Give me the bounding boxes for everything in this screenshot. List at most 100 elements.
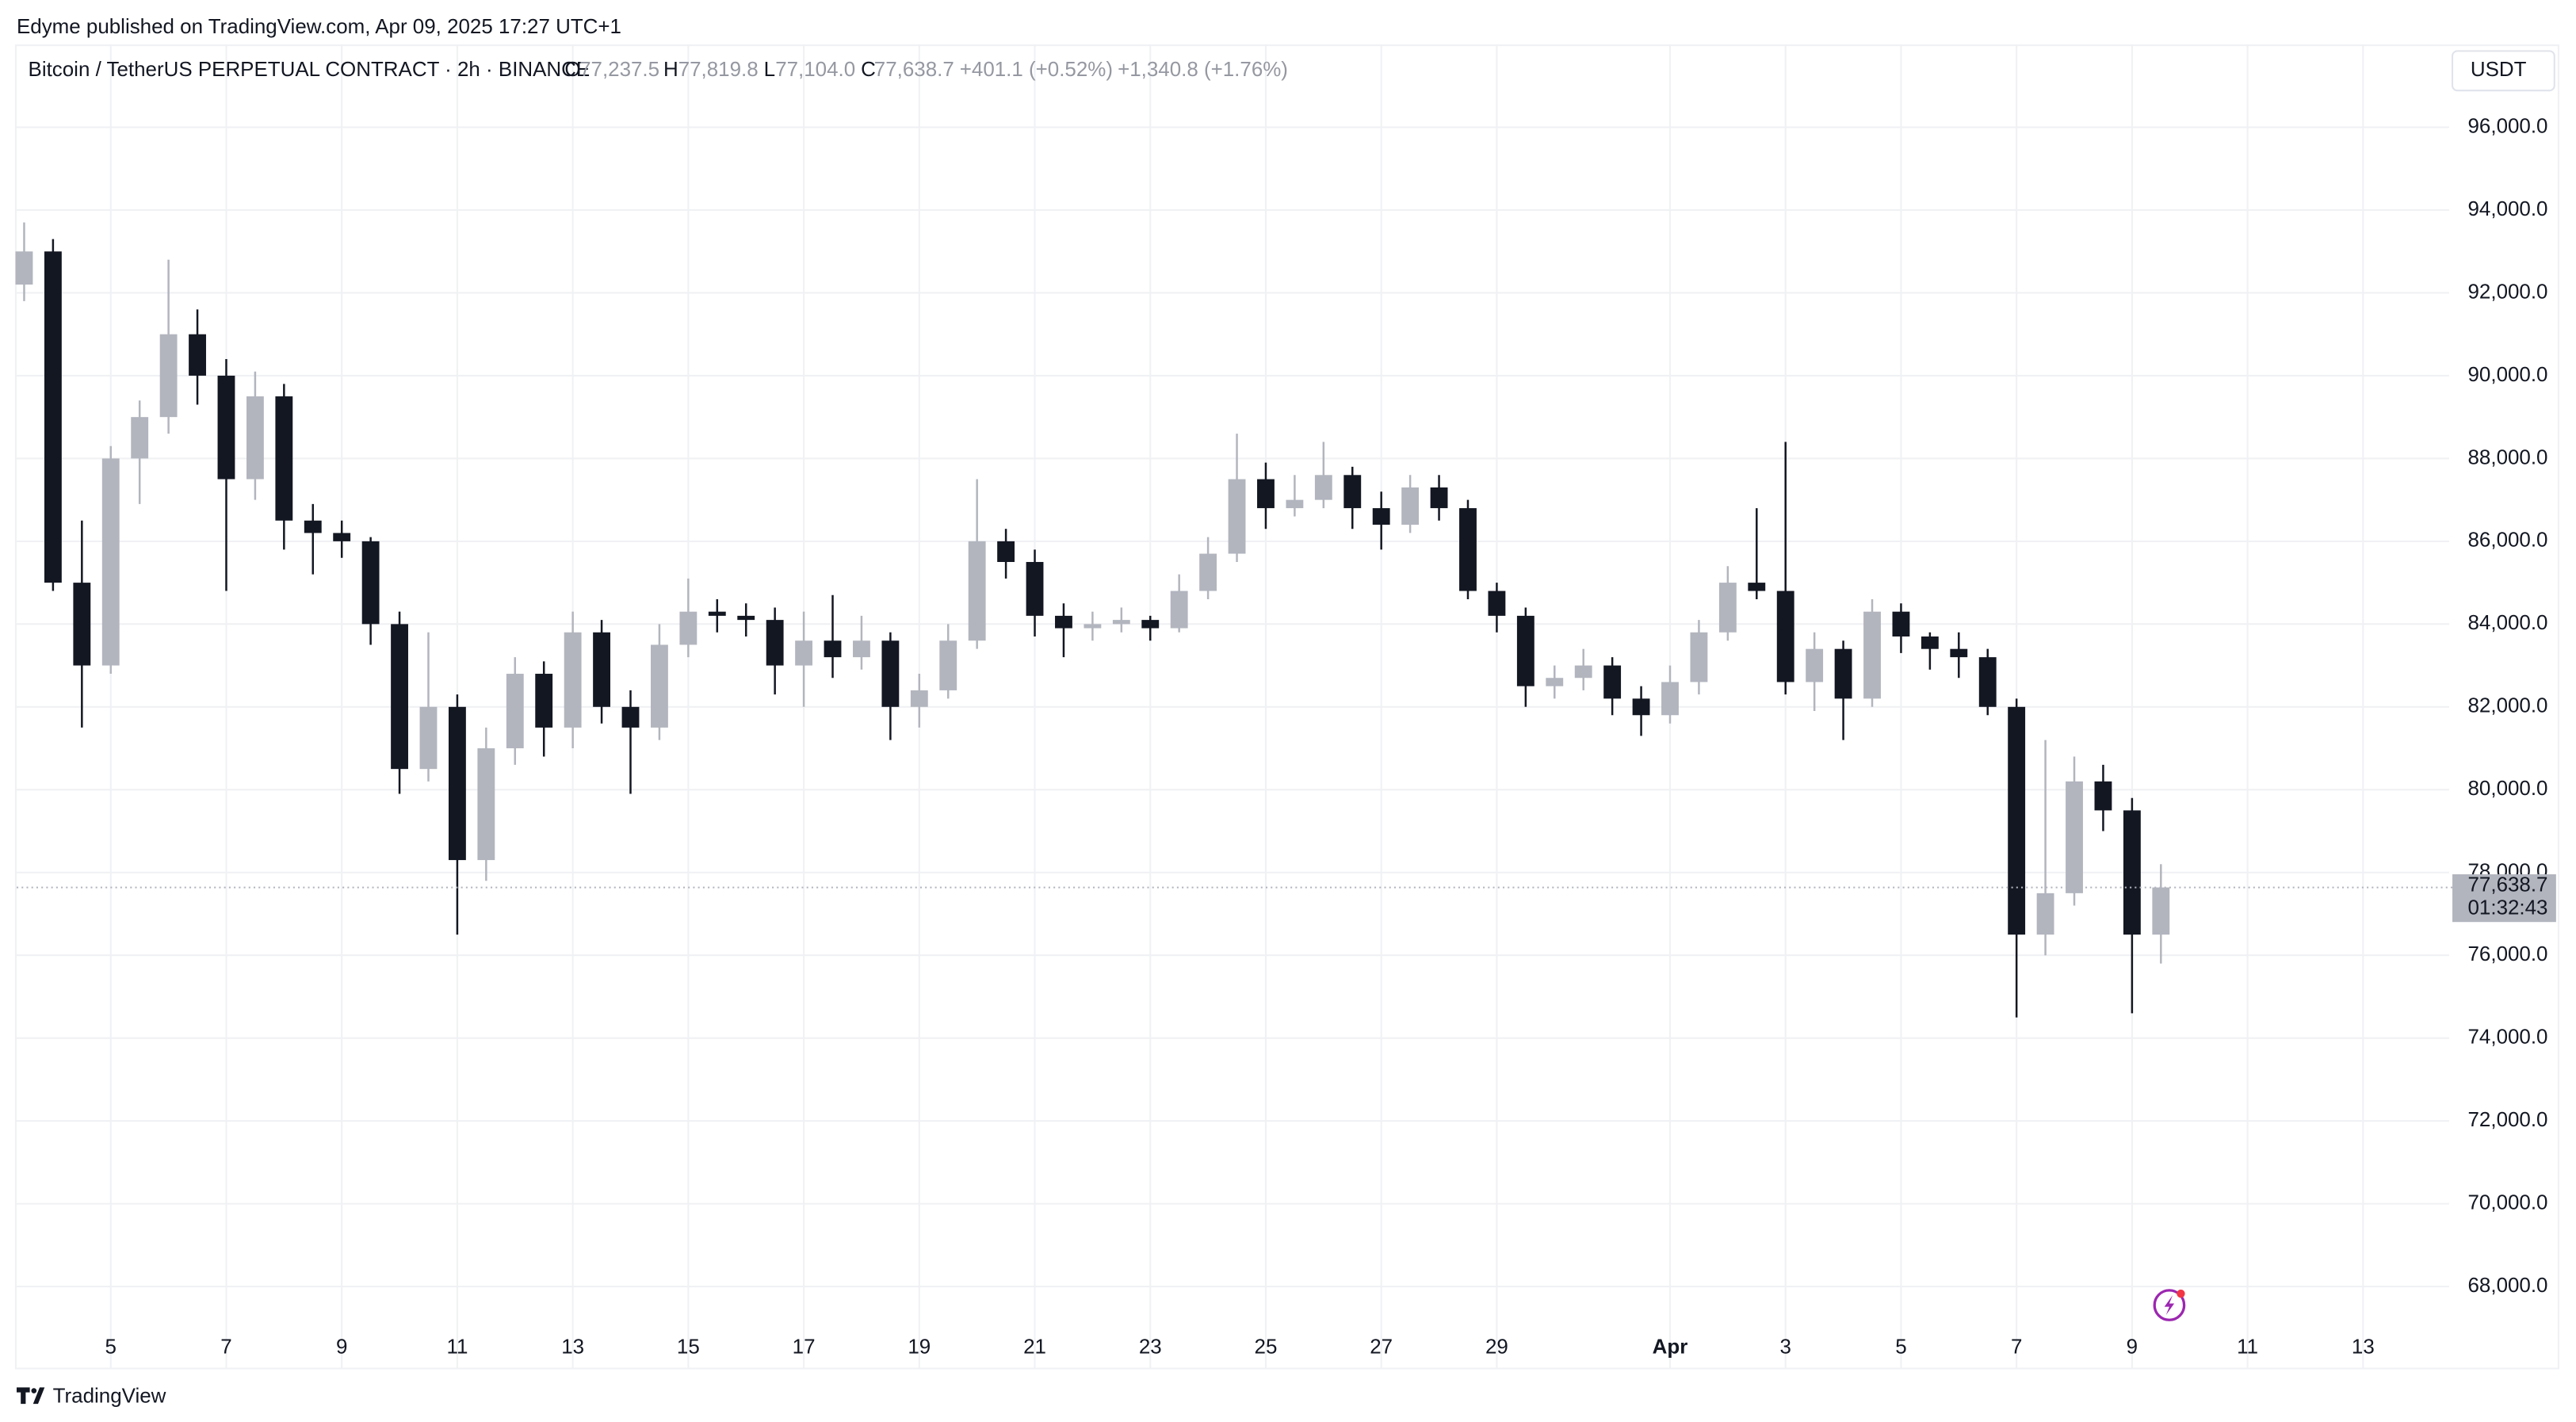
y-tick-label: 90,000.0 <box>2468 364 2548 386</box>
candle-body <box>44 251 62 583</box>
candle-body <box>189 334 206 376</box>
x-tick-label: 15 <box>677 1336 700 1358</box>
y-tick-label: 68,000.0 <box>2468 1275 2548 1297</box>
candle-body <box>737 615 755 621</box>
candle-body <box>1632 698 1650 716</box>
y-tick-label: 96,000.0 <box>2468 115 2548 137</box>
candle-body <box>1372 508 1390 525</box>
x-tick-label: 13 <box>2352 1336 2375 1358</box>
candle-body <box>159 334 178 418</box>
x-tick-label: 13 <box>561 1336 584 1358</box>
candle-body <box>419 706 438 770</box>
currency-box[interactable] <box>2452 50 2555 92</box>
candle-body <box>1892 611 1910 637</box>
candle-body <box>275 396 293 521</box>
candle-body <box>2036 893 2054 935</box>
symbol-title: Bitcoin / TetherUS PERPETUAL CONTRACT · … <box>29 59 590 81</box>
x-tick-label: 27 <box>1370 1336 1393 1358</box>
candle-body <box>1343 475 1362 509</box>
ohlc-key: O <box>564 59 580 81</box>
candle-body <box>1170 591 1188 629</box>
x-tick-label: 11 <box>2237 1336 2258 1358</box>
candle-body <box>535 674 553 728</box>
x-tick-label: 9 <box>2127 1336 2138 1358</box>
candle-body <box>2094 781 2112 811</box>
candle-body <box>246 396 264 480</box>
candle-body <box>1257 479 1275 509</box>
y-tick-label: 76,000.0 <box>2468 943 2548 965</box>
change-total: +1,340.8 (+1.76%) <box>1118 59 1288 81</box>
candle-body <box>2123 810 2141 935</box>
candle-body <box>1314 475 1332 500</box>
ohlc-key: L <box>764 59 775 81</box>
candle-body <box>824 640 842 658</box>
candle-body <box>939 640 957 690</box>
x-tick-label: 7 <box>220 1336 231 1358</box>
candle-body <box>1141 620 1160 629</box>
x-tick-label: 25 <box>1255 1336 1278 1358</box>
candle-body <box>361 541 380 625</box>
candle-body <box>2152 887 2170 935</box>
candle-body <box>2008 706 2026 935</box>
x-tick-label: 17 <box>793 1336 816 1358</box>
y-tick-label: 94,000.0 <box>2468 198 2548 220</box>
candle-body <box>708 611 726 616</box>
candle-body <box>1055 615 1072 629</box>
candle-body <box>1026 561 1044 616</box>
y-tick-label: 72,000.0 <box>2468 1109 2548 1131</box>
candle-body <box>1401 487 1420 525</box>
grid <box>16 44 2449 1370</box>
y-tick-label: 84,000.0 <box>2468 612 2548 634</box>
x-tick-label: 3 <box>1780 1336 1791 1358</box>
countdown: 01:32:43 <box>2468 896 2548 919</box>
candle-body <box>333 533 351 541</box>
y-tick-label: 82,000.0 <box>2468 695 2548 717</box>
x-tick-label: 29 <box>1485 1336 1508 1358</box>
candle-body <box>1516 615 1535 686</box>
x-tick-label: 11 <box>446 1336 468 1358</box>
candle-body <box>621 706 640 728</box>
candle-body <box>1921 636 1939 649</box>
y-tick-label: 74,000.0 <box>2468 1026 2548 1049</box>
candle-body <box>1603 665 1622 699</box>
y-tick-label: 88,000.0 <box>2468 446 2548 468</box>
x-tick-label: 5 <box>105 1336 117 1358</box>
y-tick-label: 86,000.0 <box>2468 529 2548 552</box>
last-price-label: 77,638.7 <box>2468 873 2548 896</box>
candle-body <box>1574 665 1592 679</box>
publish-caption: Edyme published on TradingView.com, Apr … <box>17 16 621 38</box>
candle-body <box>968 541 986 641</box>
x-tick-label: Apr <box>1653 1336 1688 1358</box>
candle-body <box>593 632 611 707</box>
ohlc-value: 77,104.0 <box>775 59 855 81</box>
candle-body <box>304 520 322 533</box>
currency[interactable]: USDT <box>2471 59 2527 81</box>
candle-body <box>1084 624 1102 629</box>
candle-body <box>795 640 813 666</box>
ohlc-value: 77,237.5 <box>579 59 659 81</box>
candle-body <box>15 251 33 285</box>
candle-body <box>1286 499 1304 509</box>
candle-body <box>101 458 120 666</box>
candle-body <box>1112 620 1130 625</box>
ohlc-value: 77,819.8 <box>678 59 759 81</box>
candle-body <box>1228 479 1246 554</box>
candle-body <box>1488 591 1506 616</box>
candle-body <box>679 611 698 645</box>
x-tick-label: 23 <box>1139 1336 1162 1358</box>
x-tick-label: 21 <box>1023 1336 1046 1358</box>
candle-body <box>1978 657 1997 707</box>
x-tick-label: 19 <box>908 1336 931 1358</box>
candle-body <box>1748 583 1766 591</box>
candle-body <box>1718 583 1737 633</box>
candle-body <box>881 640 900 707</box>
y-tick-label: 92,000.0 <box>2468 281 2548 303</box>
candle-body <box>997 541 1015 562</box>
candle-body <box>73 583 91 666</box>
alert-icon[interactable] <box>2153 1289 2186 1321</box>
candle-body <box>391 624 408 770</box>
candle-body <box>1459 508 1477 591</box>
candle-body <box>448 706 466 861</box>
y-tick-label: 70,000.0 <box>2468 1191 2548 1214</box>
